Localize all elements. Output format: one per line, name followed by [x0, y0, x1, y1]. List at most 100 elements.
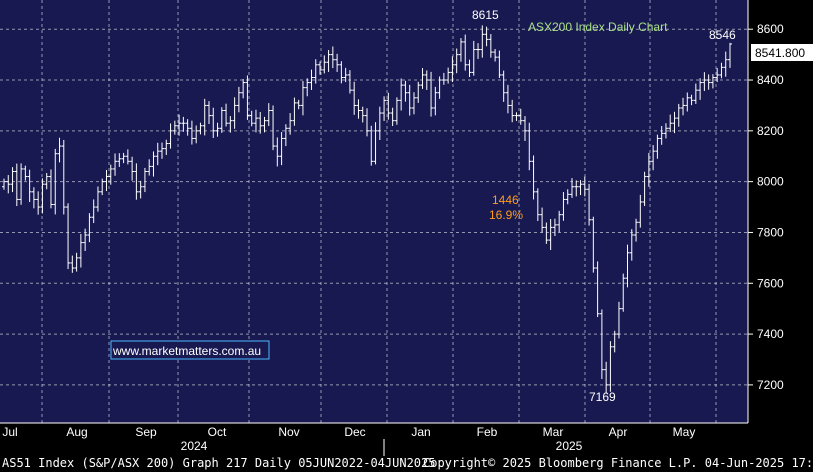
x-tick-label: Nov [278, 425, 299, 439]
ohlc-bar [365, 108, 369, 137]
ohlc-bar [164, 139, 169, 155]
ohlc-bar [61, 139, 66, 215]
ohlc-bar [557, 210, 562, 233]
ohlc-bar [471, 40, 476, 76]
ohlc-bar [279, 132, 284, 166]
ohlc-bar [565, 189, 570, 205]
ohlc-bar [31, 187, 36, 209]
ohlc-bar [168, 123, 173, 149]
ohlc-bar [44, 173, 49, 190]
ohlc-bar [497, 50, 502, 78]
ohlc-bar [621, 273, 626, 312]
ohlc-bar [36, 191, 41, 215]
ohlc-bar [228, 116, 233, 133]
ohlc-bar [723, 51, 728, 77]
ohlc-bar [689, 94, 694, 106]
x-year-label: 2025 [556, 439, 583, 453]
ohlc-bar [604, 361, 609, 393]
ohlc-bar [582, 176, 587, 197]
ohlc-bar [655, 134, 660, 159]
ohlc-bar [275, 137, 280, 167]
ohlc-bar [87, 213, 92, 243]
ohlc-bar [429, 71, 434, 117]
high-label: 8615 [472, 8, 499, 22]
ohlc-bar [369, 125, 374, 166]
ohlc-bar [10, 167, 15, 193]
ohlc-bar [450, 56, 455, 83]
ohlc-bar [40, 178, 45, 214]
ohlc-bar [407, 84, 412, 116]
ohlc-bar [441, 72, 446, 85]
ohlc-bar [296, 99, 301, 110]
x-year-label: 2024 [181, 439, 208, 453]
drawdown-points-label: 1446 [492, 193, 519, 207]
ohlc-bar [493, 49, 498, 62]
y-axis: 7200 7400 7600 7800 8000 8200 8400 8600 [747, 0, 784, 423]
ohlc-bar [198, 122, 203, 135]
ohlc-bar [360, 106, 365, 123]
ohlc-bar [19, 163, 24, 205]
ohlc-bar [599, 309, 604, 380]
ohlc-bar [394, 97, 399, 125]
ohlc-bar [728, 42, 732, 68]
ohlc-bar [172, 120, 177, 135]
ohlc-bar [283, 124, 288, 147]
ohlc-bar [206, 101, 211, 124]
ohlc-bar [78, 233, 83, 268]
ohlc-bar [181, 116, 186, 132]
ohlc-bar [91, 199, 96, 224]
ohlc-bar [241, 79, 246, 99]
ohlc-bar [309, 69, 314, 90]
watermark-text[interactable]: www.marketmatters.com.au [112, 344, 261, 358]
x-tick-label: Feb [477, 425, 498, 439]
ohlc-bar [23, 165, 28, 181]
ohlc-bar [437, 76, 442, 99]
ohlc-bar [373, 122, 378, 165]
ohlc-bar [232, 97, 237, 129]
ohlc-bar [535, 188, 540, 222]
ohlc-bar [121, 152, 126, 164]
ohlc-bar [83, 228, 88, 252]
ohlc-bar [185, 119, 190, 136]
ohlc-bar [715, 68, 720, 83]
ohlc-bar [514, 112, 519, 121]
ohlc-bar [253, 109, 258, 133]
ohlc-bar [634, 218, 639, 242]
ohlc-bar [189, 120, 194, 145]
ohlc-bar [642, 171, 647, 207]
ohlc-bar [224, 103, 229, 127]
ohlc-bar [335, 53, 340, 72]
ohlc-bar [676, 103, 681, 127]
ohlc-bar [446, 67, 451, 84]
ohlc-bar [330, 46, 335, 69]
ohlc-bar [458, 38, 463, 62]
ohlc-bar [608, 341, 613, 392]
ohlc-bar [390, 107, 395, 127]
ohlc-bar [339, 61, 344, 84]
ohlc-bar [2, 178, 6, 190]
ohlc-bar [292, 97, 297, 126]
x-tick-label: Dec [344, 425, 365, 439]
ohlc-bar [403, 80, 408, 102]
ohlc-bar [672, 111, 677, 134]
ohlc-bar [612, 330, 617, 353]
x-tick-label: Sep [135, 425, 157, 439]
ohlc-bar [561, 192, 566, 221]
footer-left: AS51 Index (S&P/ASX 200) Graph 217 Daily… [2, 456, 435, 470]
ohlc-bar [544, 222, 549, 244]
ohlc-bar [663, 123, 668, 139]
ohlc-bar [356, 99, 361, 119]
ohlc-bar [318, 61, 323, 75]
ohlc-bar [531, 155, 536, 200]
ohlc-bar [454, 48, 459, 74]
ohlc-bar [523, 116, 528, 141]
ohlc-bar [646, 152, 651, 187]
ohlc-bar [215, 122, 220, 137]
ohlc-bar [467, 59, 472, 77]
ohlc-bar [142, 167, 147, 193]
ohlc-bar [104, 169, 109, 192]
chart-title: ASX200 Index Daily Chart [528, 20, 668, 34]
ohlc-bar [416, 81, 421, 103]
ohlc-bar [53, 148, 58, 215]
x-tick-label: May [673, 425, 696, 439]
